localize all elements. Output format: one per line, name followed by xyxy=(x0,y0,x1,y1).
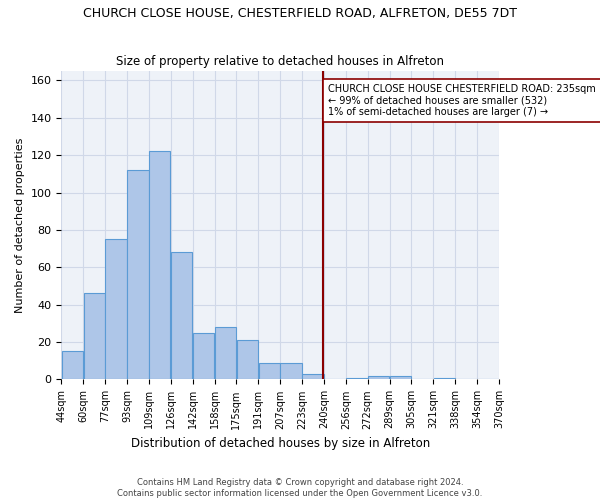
Bar xyxy=(259,362,280,380)
Bar xyxy=(149,152,170,380)
Bar xyxy=(83,294,105,380)
Bar xyxy=(237,340,258,380)
Bar xyxy=(390,376,411,380)
Bar xyxy=(302,374,323,380)
Bar xyxy=(193,332,214,380)
Bar xyxy=(215,327,236,380)
Bar xyxy=(127,170,149,380)
Y-axis label: Number of detached properties: Number of detached properties xyxy=(15,138,25,313)
Bar xyxy=(346,378,367,380)
Bar xyxy=(106,240,127,380)
Text: Contains HM Land Registry data © Crown copyright and database right 2024.
Contai: Contains HM Land Registry data © Crown c… xyxy=(118,478,482,498)
Text: CHURCH CLOSE HOUSE CHESTERFIELD ROAD: 235sqm
← 99% of detached houses are smalle: CHURCH CLOSE HOUSE CHESTERFIELD ROAD: 23… xyxy=(328,84,596,117)
Title: Size of property relative to detached houses in Alfreton: Size of property relative to detached ho… xyxy=(116,56,444,68)
Bar xyxy=(62,352,83,380)
Bar xyxy=(434,378,455,380)
Bar xyxy=(368,376,389,380)
X-axis label: Distribution of detached houses by size in Alfreton: Distribution of detached houses by size … xyxy=(131,437,430,450)
Bar xyxy=(280,362,302,380)
Text: CHURCH CLOSE HOUSE, CHESTERFIELD ROAD, ALFRETON, DE55 7DT: CHURCH CLOSE HOUSE, CHESTERFIELD ROAD, A… xyxy=(83,8,517,20)
Bar xyxy=(171,252,193,380)
